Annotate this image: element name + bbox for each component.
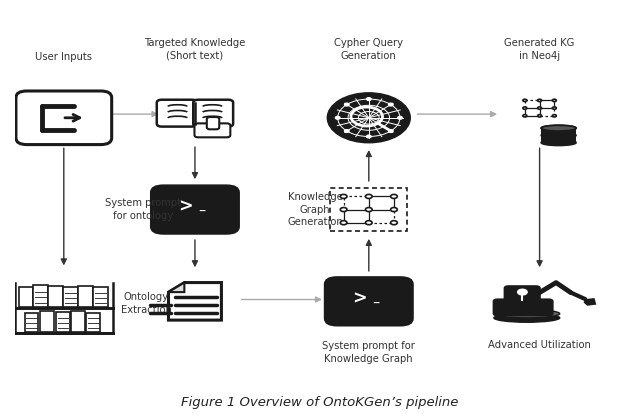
Bar (40, 311, 54, 332)
Bar (541, 135, 576, 143)
Circle shape (390, 208, 397, 212)
Ellipse shape (541, 133, 576, 138)
Bar (78, 286, 93, 307)
Bar (33, 285, 47, 307)
Circle shape (340, 221, 347, 225)
Polygon shape (168, 283, 184, 292)
Circle shape (538, 115, 541, 117)
Ellipse shape (541, 140, 576, 145)
Circle shape (538, 99, 541, 102)
Bar (93, 287, 108, 307)
Bar (63, 288, 78, 307)
Circle shape (367, 135, 371, 138)
Circle shape (390, 221, 397, 225)
FancyBboxPatch shape (504, 285, 541, 306)
Circle shape (518, 289, 527, 295)
Text: Figure 1 Overview of OntoKGen’s pipeline: Figure 1 Overview of OntoKGen’s pipeline (181, 396, 459, 409)
Circle shape (365, 194, 372, 199)
Polygon shape (168, 283, 221, 320)
Ellipse shape (541, 125, 576, 131)
Circle shape (397, 117, 402, 119)
Circle shape (523, 99, 527, 102)
FancyBboxPatch shape (150, 184, 240, 235)
Circle shape (552, 115, 556, 117)
FancyBboxPatch shape (195, 123, 230, 138)
Circle shape (390, 194, 397, 199)
Circle shape (335, 117, 340, 119)
FancyBboxPatch shape (157, 100, 196, 127)
Text: –: – (372, 296, 380, 311)
Text: Generated KG
in Neo4j: Generated KG in Neo4j (504, 38, 575, 61)
Bar (330, 189, 408, 231)
Bar (56, 312, 70, 332)
Text: Targeted Knowledge
(Short text): Targeted Knowledge (Short text) (144, 38, 246, 61)
Ellipse shape (494, 309, 560, 318)
Text: Advanced Utilization: Advanced Utilization (488, 340, 591, 350)
Circle shape (365, 208, 372, 212)
Polygon shape (584, 298, 596, 306)
Text: System prompt
for ontology: System prompt for ontology (105, 198, 181, 221)
Ellipse shape (494, 314, 560, 322)
Bar (71, 311, 85, 332)
Circle shape (367, 98, 371, 100)
Text: Cypher Query
Generation: Cypher Query Generation (334, 38, 403, 61)
Text: >: > (353, 289, 367, 307)
Circle shape (344, 130, 349, 133)
Bar (86, 313, 100, 332)
Circle shape (388, 130, 393, 133)
Circle shape (388, 103, 393, 106)
Bar (48, 286, 63, 307)
Text: >: > (179, 197, 193, 215)
Text: Knowledge
Graph
Generation: Knowledge Graph Generation (287, 192, 343, 227)
Circle shape (552, 107, 556, 109)
Circle shape (538, 107, 541, 109)
Circle shape (340, 208, 347, 212)
Text: Ontology
Extraction: Ontology Extraction (121, 292, 172, 315)
Circle shape (523, 107, 527, 109)
Circle shape (344, 103, 349, 106)
Text: System prompt for
Knowledge Graph: System prompt for Knowledge Graph (323, 341, 415, 364)
FancyBboxPatch shape (193, 100, 233, 127)
FancyBboxPatch shape (207, 117, 220, 129)
Bar (25, 313, 38, 332)
Ellipse shape (541, 125, 576, 131)
FancyBboxPatch shape (324, 276, 414, 326)
Bar (19, 288, 33, 307)
FancyBboxPatch shape (16, 91, 112, 145)
Text: –: – (198, 205, 206, 219)
Circle shape (327, 93, 410, 143)
Bar (541, 128, 576, 135)
Circle shape (340, 194, 347, 199)
Text: User Inputs: User Inputs (35, 52, 92, 62)
Circle shape (552, 99, 556, 102)
Circle shape (523, 115, 527, 117)
FancyBboxPatch shape (493, 298, 554, 316)
Circle shape (365, 221, 372, 225)
